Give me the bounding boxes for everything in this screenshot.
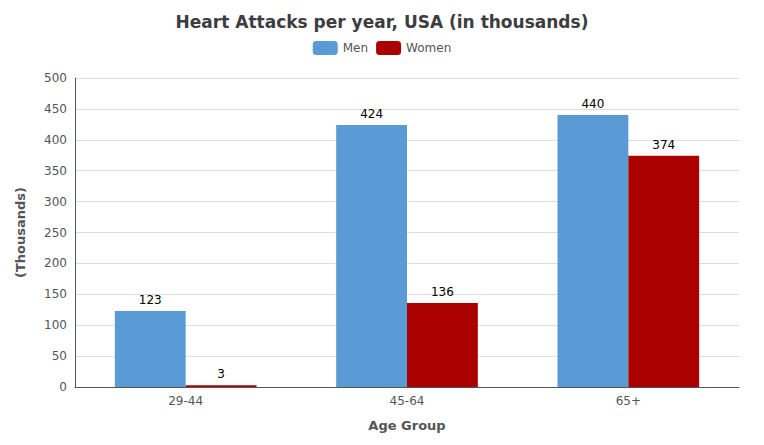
svg-text:29-44: 29-44 <box>168 394 203 408</box>
svg-text:450: 450 <box>44 102 67 116</box>
svg-text:0: 0 <box>59 380 67 394</box>
svg-text:374: 374 <box>652 138 675 152</box>
svg-text:400: 400 <box>44 133 67 147</box>
svg-text:3: 3 <box>217 367 225 381</box>
svg-text:150: 150 <box>44 287 67 301</box>
svg-text:100: 100 <box>44 318 67 332</box>
svg-text:136: 136 <box>431 285 454 299</box>
svg-text:440: 440 <box>581 97 604 111</box>
svg-text:45-64: 45-64 <box>390 394 425 408</box>
svg-text:50: 50 <box>52 349 67 363</box>
svg-text:123: 123 <box>139 293 162 307</box>
svg-text:(Thousands): (Thousands) <box>13 187 28 278</box>
svg-text:65+: 65+ <box>616 394 641 408</box>
svg-text:Heart Attacks per year, USA (i: Heart Attacks per year, USA (in thousand… <box>176 12 589 32</box>
svg-text:Women: Women <box>406 41 451 55</box>
svg-text:Men: Men <box>343 41 368 55</box>
svg-text:500: 500 <box>44 71 67 85</box>
svg-text:350: 350 <box>44 164 67 178</box>
svg-text:Age Group: Age Group <box>368 418 445 433</box>
svg-text:200: 200 <box>44 256 67 270</box>
svg-text:300: 300 <box>44 195 67 209</box>
svg-text:250: 250 <box>44 226 67 240</box>
svg-text:424: 424 <box>360 107 383 121</box>
